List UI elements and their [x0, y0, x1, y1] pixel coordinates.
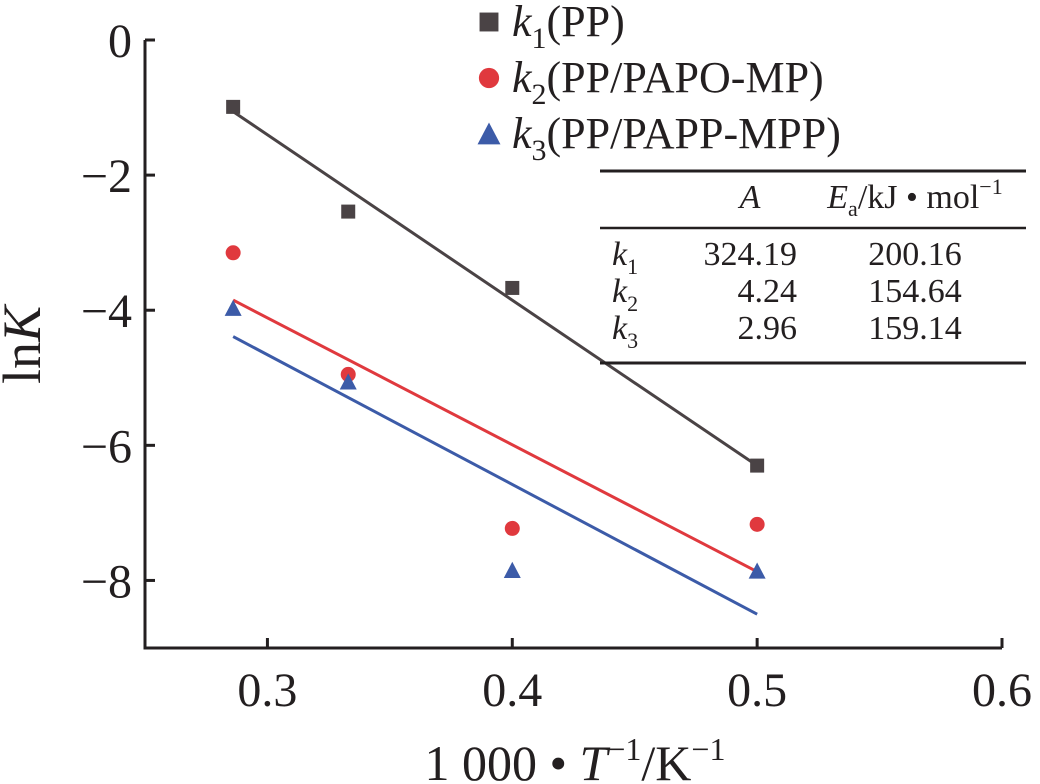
y-axis-title-pre: ln — [0, 342, 52, 384]
x-axis-title-var: T — [580, 735, 611, 784]
data-point-k1 — [750, 458, 765, 473]
data-point-k1 — [505, 280, 520, 295]
table-cell-ea: 159.14 — [868, 310, 962, 347]
x-axis-title-unit: /K — [641, 735, 691, 784]
legend-label-sub: 3 — [532, 134, 547, 167]
table-row-var: k — [612, 273, 628, 310]
table-cell-a: 4.24 — [738, 273, 798, 310]
table-header-ea-sub: a — [848, 196, 858, 221]
legend-label-var: k — [512, 109, 533, 158]
table-cell-ea: 154.64 — [868, 273, 962, 310]
table-header-a: A — [738, 179, 761, 216]
legend-marker-k2 — [478, 67, 500, 89]
legend: k1(PP)k2(PP/PAPO-MP)k3(PP/PAPP-MPP) — [477, 0, 841, 167]
legend-marker-k3 — [477, 122, 501, 145]
y-tick-label: −2 — [81, 150, 132, 203]
table-row-label: k1 — [612, 236, 638, 279]
y-tick-label: −6 — [81, 420, 132, 473]
fit-line-k1 — [232, 110, 758, 467]
fit-line-k2 — [232, 298, 758, 573]
legend-marker-k1 — [479, 12, 499, 32]
x-axis-title: 1 000 • T−1/K−1 — [425, 731, 726, 784]
data-point-k3 — [503, 561, 521, 578]
legend-label-k2: k2(PP/PAPO-MP) — [512, 53, 824, 111]
data-point-k2 — [749, 516, 765, 532]
legend-label-sub: 1 — [532, 22, 547, 55]
x-tick-label: 0.5 — [727, 664, 787, 717]
data-point-k2 — [504, 520, 520, 536]
legend-label-var: k — [512, 53, 533, 102]
y-axis-title: lnK — [0, 303, 52, 384]
legend-label-name: (PP/PAPO-MP) — [547, 53, 824, 102]
data-point-k3 — [748, 562, 766, 579]
table-header-ea: Ea/kJ • mol−1 — [826, 174, 1002, 221]
axis-ticks: 0.3 0.4 0.5 0.6 0 −2 −4 −6 −8 — [81, 15, 1032, 717]
x-tick-label: 0.6 — [972, 664, 1032, 717]
data-point-k1 — [226, 99, 241, 114]
fit-line-k3 — [232, 335, 758, 616]
fit-lines — [232, 110, 758, 616]
table-row-var: k — [612, 236, 628, 273]
table-cell-ea: 200.16 — [868, 236, 962, 273]
data-points — [224, 99, 766, 579]
y-tick-label: 0 — [108, 15, 132, 68]
table-header-ea-var: E — [826, 179, 848, 216]
x-tick-label: 0.3 — [237, 664, 297, 717]
table-row-var: k — [612, 310, 628, 347]
x-axis-title-unit-exp: −1 — [691, 731, 725, 767]
y-tick-label: −4 — [81, 285, 132, 338]
table-row-sub: 2 — [627, 291, 638, 316]
y-tick-label: −8 — [81, 555, 132, 608]
table-cell-a: 2.96 — [738, 310, 798, 347]
data-point-k3 — [224, 299, 242, 316]
x-tick-label: 0.4 — [482, 664, 542, 717]
y-axis-title-var: K — [0, 303, 52, 343]
table-cell-a: 324.19 — [704, 236, 798, 273]
data-point-k3 — [339, 373, 357, 390]
legend-label-var: k — [512, 0, 533, 46]
legend-label-name: (PP/PAPP-MPP) — [547, 109, 841, 158]
table-row-sub: 3 — [627, 328, 638, 353]
table-header-ea-unit: /kJ • mol — [858, 179, 979, 216]
x-axis-title-prefix: 1 000 • — [425, 735, 580, 784]
table-row-sub: 1 — [627, 254, 638, 279]
x-axis-title-exp: −1 — [607, 731, 641, 767]
legend-label-k3: k3(PP/PAPP-MPP) — [512, 109, 841, 167]
data-point-k2 — [225, 245, 241, 261]
data-point-k1 — [341, 204, 356, 219]
table-row-label: k2 — [612, 273, 638, 316]
legend-label-name: (PP) — [547, 0, 625, 46]
legend-label-k1: k1(PP) — [512, 0, 625, 55]
table-row-label: k3 — [612, 310, 638, 353]
table-header-ea-unit-exp: −1 — [979, 174, 1002, 199]
legend-label-sub: 2 — [532, 78, 547, 111]
